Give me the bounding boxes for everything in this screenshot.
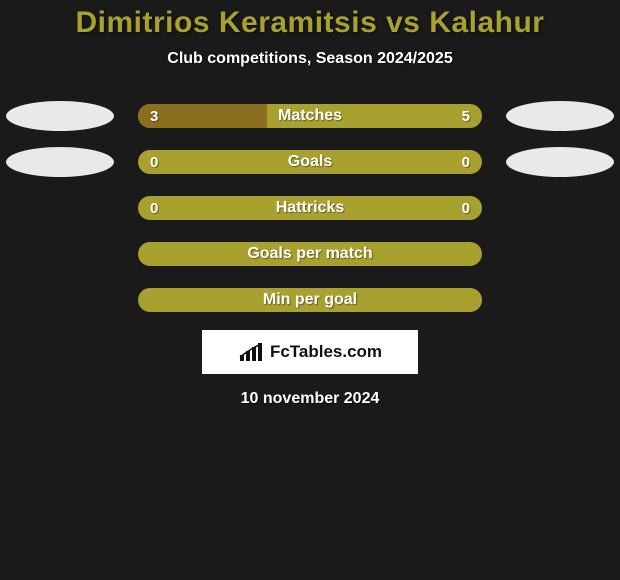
stat-bar: Goals0 0 [138,150,482,174]
stat-value-left: 3 [150,104,158,128]
stat-label: Goals per match [138,242,482,266]
stat-bar: Goals per match [138,242,482,266]
stat-row: Min per goal [0,288,620,312]
left-player-marker [6,101,114,131]
stat-label: Hattricks [138,196,482,220]
page-title: Dimitrios Keramitsis vs Kalahur [0,6,620,40]
stat-value-left: 0 [150,150,158,174]
subtitle: Club competitions, Season 2024/2025 [0,50,620,68]
stat-bar: Matches3 5 [138,104,482,128]
date-line: 10 november 2024 [0,390,620,408]
stat-row: Goals per match [0,242,620,266]
stat-bar: Hattricks0 0 [138,196,482,220]
stat-value-right: 0 [462,150,470,174]
stat-row: Goals0 0 [0,150,620,174]
stat-label: Goals [138,150,482,174]
comparison-infographic: Dimitrios Keramitsis vs Kalahur Club com… [0,0,620,408]
stat-value-right: 5 [462,104,470,128]
stat-row: Matches3 5 [0,104,620,128]
stat-rows: Matches35Goals00Hattricks00Goals per mat… [0,104,620,312]
stat-value-left: 0 [150,196,158,220]
logo-text: FcTables.com [270,342,382,362]
stat-label: Min per goal [138,288,482,312]
stat-label: Matches [138,104,482,128]
stat-bar: Min per goal [138,288,482,312]
logo-box: FcTables.com [202,330,418,374]
stat-row: Hattricks0 0 [0,196,620,220]
right-player-marker [506,101,614,131]
stat-value-right: 0 [462,196,470,220]
left-player-marker [6,147,114,177]
right-player-marker [506,147,614,177]
signal-icon [238,341,264,363]
